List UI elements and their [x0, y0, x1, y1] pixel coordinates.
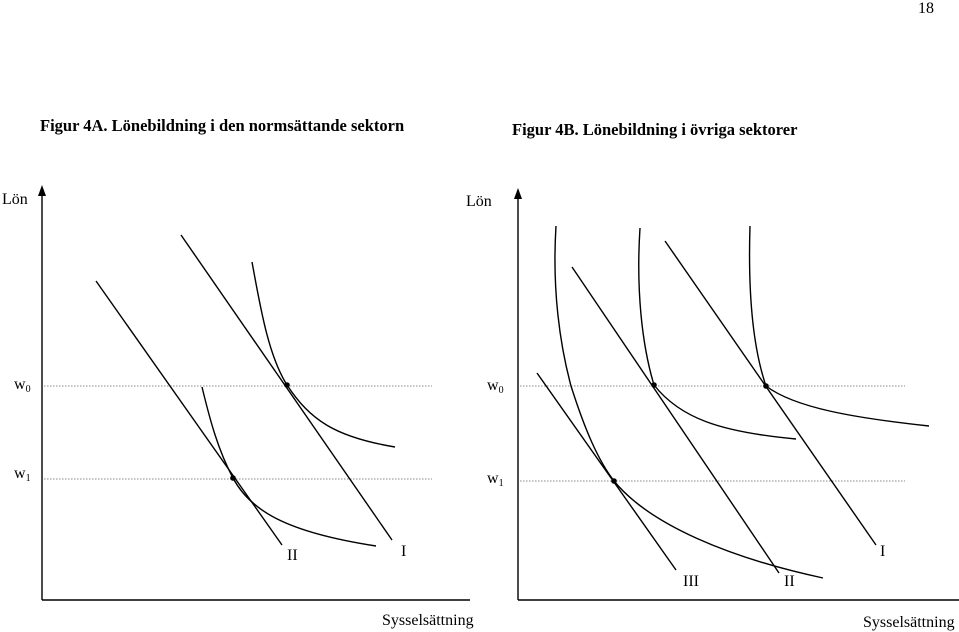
figure-b-w0-label: w0	[487, 377, 504, 396]
figure-a: Lön Sysselsättning w0 w1 II I	[2, 185, 474, 629]
figure-a-curve-label-II: II	[287, 547, 298, 564]
figure-a-equilibrium-w1	[230, 475, 236, 481]
figure-b-curve-I	[748, 225, 930, 427]
figure-b-line-II	[571, 266, 780, 574]
figure-b-line-III	[536, 372, 677, 571]
figure-a-line-II	[95, 280, 283, 546]
figure-a-w0-label: w0	[14, 376, 31, 395]
figure-b-equilibrium-w1-III	[611, 478, 617, 484]
figure-a-w1-label: w1	[14, 465, 31, 484]
figure-b-equilibrium-w0-I	[763, 383, 769, 389]
figure-b-curve-label-I: I	[880, 543, 885, 560]
figure-b: Lön Sysselsättning w0 w1 III II I	[466, 188, 959, 631]
figure-b-equilibrium-w0-II	[651, 382, 657, 388]
figure-b-line-I	[664, 240, 877, 546]
figure-b-x-label: Sysselsättning	[863, 614, 955, 631]
page-number: 18	[918, 0, 934, 17]
figure-b-title: Figur 4B. Lönebildning i övriga sektorer	[512, 120, 798, 139]
figure-a-y-arrow	[38, 185, 46, 196]
figure-a-curve-I	[251, 261, 396, 448]
figure-a-curve-label-I: I	[401, 543, 406, 560]
figure-b-y-arrow	[514, 188, 522, 199]
figure-b-curve-label-III: III	[683, 573, 699, 590]
figure-a-curve-II	[201, 386, 377, 547]
figure-a-x-label: Sysselsättning	[382, 612, 474, 629]
figure-b-w1-label: w1	[487, 470, 504, 489]
figure-b-curve-III	[554, 225, 824, 579]
figure-a-title: Figur 4A. Lönebildning i den normsättand…	[40, 116, 405, 135]
figure-b-curve-label-II: II	[784, 573, 795, 590]
figure-b-curve-II	[638, 227, 797, 440]
figure-b-y-label: Lön	[466, 193, 492, 210]
figure-a-y-label: Lön	[2, 191, 28, 208]
figure-a-equilibrium-w0	[284, 382, 290, 388]
